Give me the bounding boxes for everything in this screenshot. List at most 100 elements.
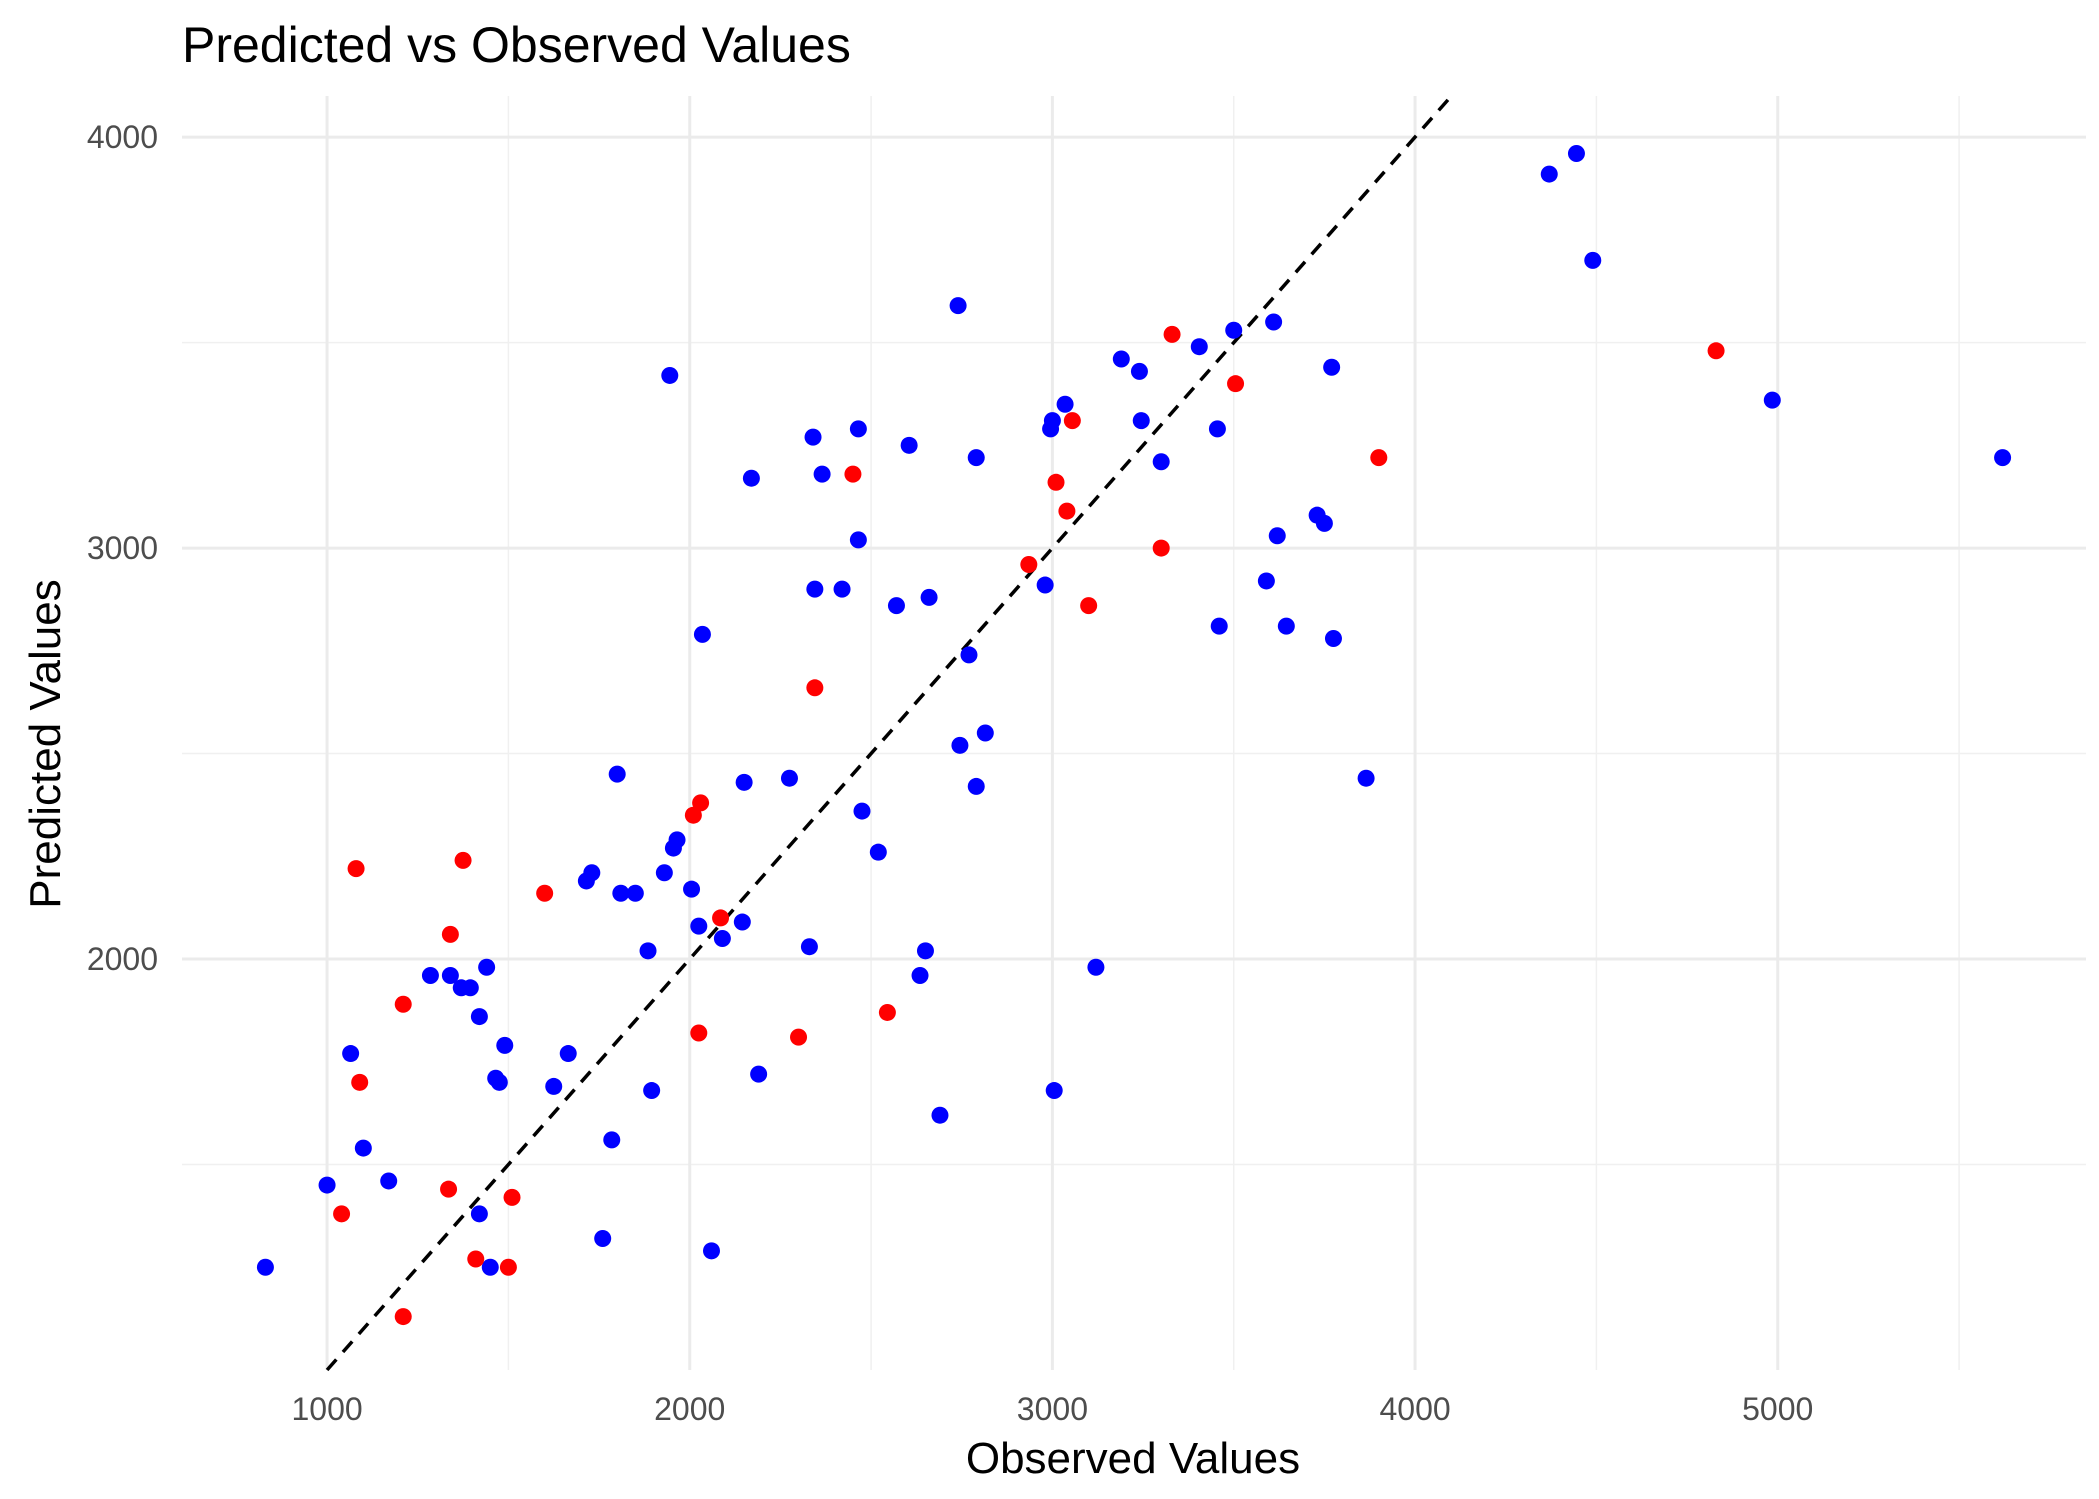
x-axis-title: Observed Values (966, 1434, 1300, 1483)
data-point (960, 646, 978, 664)
data-point (1036, 576, 1054, 594)
data-point (1257, 572, 1275, 590)
x-tick-label: 1000 (291, 1391, 362, 1427)
data-point (692, 794, 710, 812)
data-point (920, 588, 938, 606)
data-point (1047, 473, 1065, 491)
data-point (351, 1073, 369, 1091)
data-point (1994, 449, 2012, 467)
data-point (790, 1028, 808, 1046)
data-point (454, 851, 472, 869)
data-point (1045, 1082, 1063, 1100)
data-point (354, 1139, 372, 1157)
data-point (976, 724, 994, 742)
data-point (470, 1205, 488, 1223)
data-point (683, 880, 701, 898)
data-point (1268, 527, 1286, 545)
data-point (1567, 145, 1585, 163)
data-point (878, 1003, 896, 1021)
y-tick-label: 4000 (87, 119, 158, 155)
y-tick-label: 3000 (87, 530, 158, 566)
data-point (256, 1258, 274, 1276)
data-point (1152, 453, 1170, 471)
data-point (1540, 165, 1558, 183)
data-point (1265, 313, 1283, 331)
data-point (684, 806, 702, 824)
data-point (690, 917, 708, 935)
data-point (693, 625, 711, 643)
data-point (1584, 251, 1602, 269)
data-point (733, 913, 751, 931)
data-point (1707, 342, 1725, 360)
data-point (318, 1176, 336, 1194)
data-point (441, 966, 459, 984)
data-point (1227, 375, 1245, 393)
data-point (639, 942, 657, 960)
data-point (559, 1045, 577, 1063)
data-point (1152, 539, 1170, 557)
data-point (967, 777, 985, 795)
x-tick-label: 5000 (1742, 1391, 1813, 1427)
data-point (1277, 617, 1295, 635)
data-point (668, 831, 686, 849)
data-point (608, 765, 626, 783)
tick-labels: 1000 2000 3000 4000 5000 2000 3000 4000 (87, 119, 1814, 1427)
data-point (1357, 769, 1375, 787)
data-point (347, 860, 365, 878)
data-point (421, 966, 439, 984)
data-point (702, 1242, 720, 1260)
reference-line (325, 94, 1453, 1372)
data-point (690, 1024, 708, 1042)
data-point (1763, 391, 1781, 409)
data-point (735, 773, 753, 791)
data-point (499, 1258, 517, 1276)
data-point (1208, 420, 1226, 438)
data-point (849, 531, 867, 549)
data-point (750, 1065, 768, 1083)
data-point (849, 420, 867, 438)
data-point (603, 1131, 621, 1149)
data-point (887, 597, 905, 615)
data-point (503, 1188, 521, 1206)
data-point (1315, 514, 1333, 532)
x-tick-label: 2000 (654, 1391, 725, 1427)
data-point (467, 1250, 485, 1268)
data-point (1324, 629, 1342, 647)
data-point (813, 465, 831, 483)
data-point (900, 436, 918, 454)
data-point (481, 1258, 499, 1276)
data-point (1112, 350, 1130, 368)
data-point (594, 1229, 612, 1247)
data-point (1043, 412, 1061, 430)
data-point (1323, 358, 1341, 376)
data-point (461, 979, 479, 997)
chart-title: Predicted vs Observed Values (182, 17, 851, 73)
data-point (342, 1045, 360, 1063)
data-point (394, 995, 412, 1013)
data-point (1370, 449, 1388, 467)
data-point (833, 580, 851, 598)
data-point (780, 769, 798, 787)
data-point (496, 1036, 514, 1054)
x-tick-label: 3000 (1017, 1391, 1088, 1427)
data-point (470, 1008, 488, 1026)
grid (182, 96, 2086, 1370)
data-point (490, 1073, 508, 1091)
data-point (394, 1308, 412, 1326)
data-point (967, 449, 985, 467)
data-point (1225, 321, 1243, 339)
data-point (643, 1082, 661, 1100)
x-tick-label: 4000 (1379, 1391, 1450, 1427)
data-point (440, 1180, 458, 1198)
data-point (545, 1077, 563, 1095)
data-point (916, 942, 934, 960)
data-point (869, 843, 887, 861)
data-point (380, 1172, 398, 1190)
data-point (1080, 597, 1098, 615)
data-point (931, 1106, 949, 1124)
points-layer (256, 145, 2012, 1326)
data-point (1190, 338, 1208, 356)
data-point (713, 929, 731, 947)
data-point (806, 580, 824, 598)
